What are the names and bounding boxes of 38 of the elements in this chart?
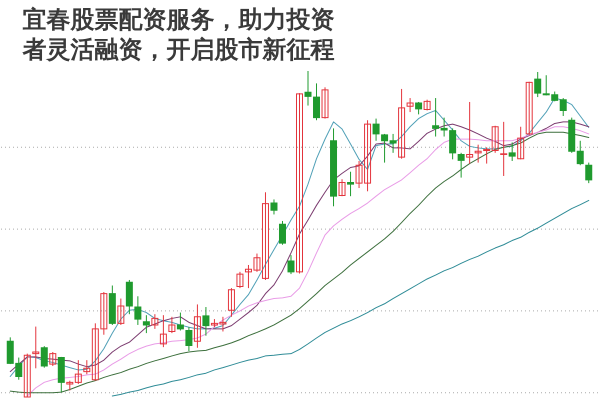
candlestick [228,288,235,318]
candlestick [160,314,167,348]
candlestick [194,304,201,348]
candlestick [287,254,294,275]
candlestick [415,101,422,115]
candlestick [458,152,465,178]
candlestick [322,86,329,120]
candlestick [466,101,474,164]
candlestick [585,162,592,184]
candlestick [168,316,176,334]
candlestick [372,118,380,142]
candlestick [126,279,133,315]
candlestick [185,326,192,352]
candlestick [347,171,354,197]
candlestick [517,126,524,160]
candlestick [270,198,278,215]
candlestick [40,346,48,368]
candlestick [500,121,508,176]
candlestick [202,306,210,336]
candlestick [24,353,31,398]
candlestick [134,296,142,326]
candlestick [526,81,533,136]
chart-title: 宜春股票配资服务，助力投资者灵活融资，开启股市新征程 [22,6,334,64]
candlestick [151,314,158,330]
candlestick [278,220,286,246]
candlestick [398,88,406,160]
candlestick [142,314,150,334]
candlestick [117,298,124,326]
candlestick [236,271,244,289]
candlestick [32,326,40,369]
candlestick [176,312,184,331]
candlestick [424,99,431,111]
candlestick [508,142,516,162]
candlestick [49,352,56,367]
candlestick [406,98,414,113]
candlestick [338,178,346,197]
candlestick [296,92,303,274]
candlestick [534,71,542,98]
